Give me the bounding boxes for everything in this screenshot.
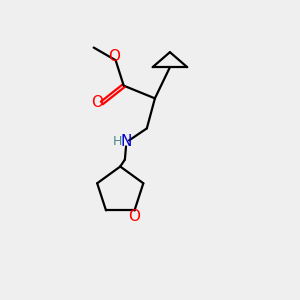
Text: O: O — [109, 49, 121, 64]
Text: O: O — [92, 95, 104, 110]
Text: H: H — [113, 135, 122, 148]
Text: O: O — [128, 209, 140, 224]
Text: N: N — [120, 134, 132, 148]
